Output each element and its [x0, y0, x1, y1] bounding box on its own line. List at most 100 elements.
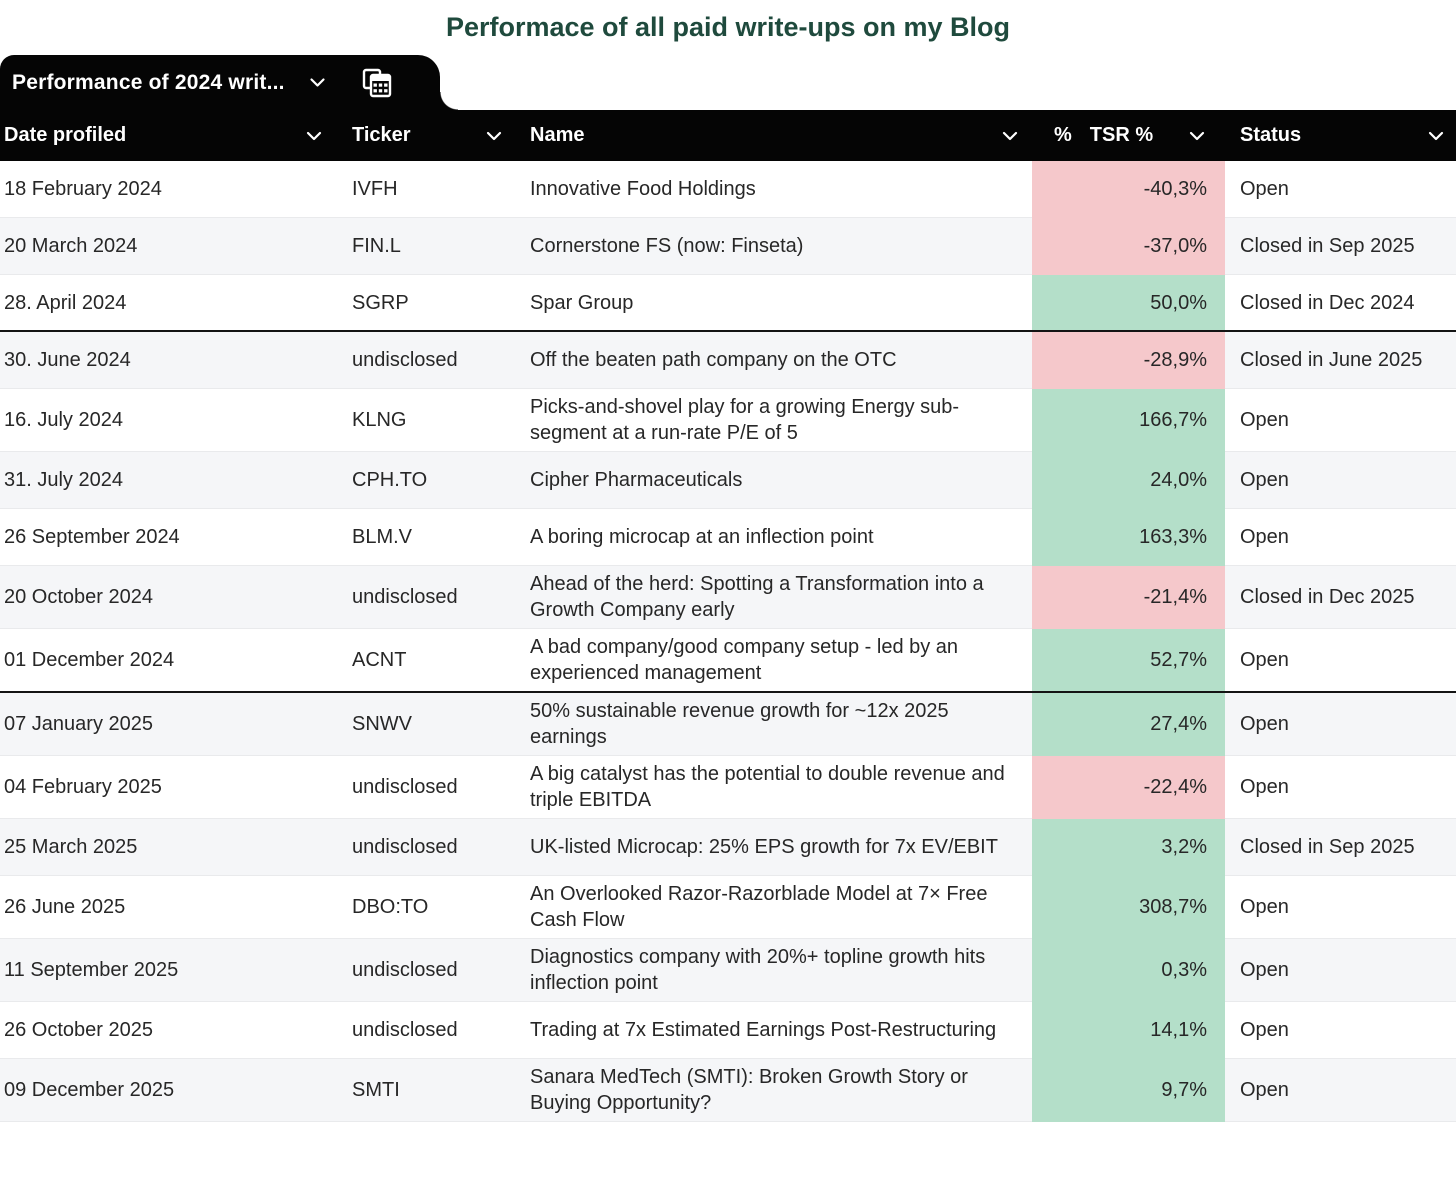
cell-ticker: KLNG [352, 389, 530, 452]
column-label-date-profiled: Date profiled [4, 124, 127, 146]
chevron-down-icon[interactable] [1189, 131, 1205, 141]
cell-ticker: undisclosed [352, 939, 530, 1002]
cell-ticker: BLM.V [352, 509, 530, 566]
cell-status: Open [1225, 452, 1456, 509]
cell-status: Closed in Dec 2024 [1225, 275, 1456, 332]
cell-name: Sanara MedTech (SMTI): Broken Growth Sto… [530, 1059, 1032, 1122]
cell-status: Open [1225, 939, 1456, 1002]
cell-ticker: IVFH [352, 161, 530, 218]
cell-name: A bad company/good company setup - led b… [530, 629, 1032, 693]
cell-date-profiled: 20 March 2024 [0, 218, 352, 275]
cell-date-profiled: 07 January 2025 [0, 693, 352, 756]
cell-tsr-percent: 3,2% [1032, 819, 1225, 876]
cell-date-profiled: 18 February 2024 [0, 161, 352, 218]
cell-date-profiled: 26 June 2025 [0, 876, 352, 939]
cell-date-profiled: 31. July 2024 [0, 452, 352, 509]
cell-name: Innovative Food Holdings [530, 161, 1032, 218]
cell-status: Closed in Sep 2025 [1225, 218, 1456, 275]
column-label-status: Status [1240, 124, 1302, 146]
table-row: 31. July 2024 CPH.TO Cipher Pharmaceutic… [0, 452, 1456, 509]
cell-date-profiled: 01 December 2024 [0, 629, 352, 693]
cell-name: Cornerstone FS (now: Finseta) [530, 218, 1032, 275]
column-header-status[interactable]: Status [1225, 110, 1456, 161]
cell-tsr-percent: 14,1% [1032, 1002, 1225, 1059]
cell-tsr-percent: 0,3% [1032, 939, 1225, 1002]
cell-ticker: SMTI [352, 1059, 530, 1122]
column-label-name: Name [530, 124, 585, 146]
chevron-down-icon[interactable] [309, 77, 326, 88]
page-title: Performace of all paid write-ups on my B… [445, 12, 1011, 42]
spreadsheet-icon[interactable] [362, 68, 392, 98]
cell-name: A boring microcap at an inflection point [530, 509, 1032, 566]
table-row: 26 September 2024 BLM.V A boring microca… [0, 509, 1456, 566]
chevron-down-icon[interactable] [486, 131, 502, 141]
table-body: 18 February 2024 IVFH Innovative Food Ho… [0, 161, 1456, 1122]
cell-name: Picks-and-shovel play for a growing Ener… [530, 389, 1032, 452]
table-row: 28. April 2024 SGRP Spar Group 50,0% Clo… [0, 275, 1456, 332]
cell-ticker: SNWV [352, 693, 530, 756]
cell-name: A big catalyst has the potential to doub… [530, 756, 1032, 819]
cell-status: Open [1225, 161, 1456, 218]
cell-name: Off the beaten path company on the OTC [530, 332, 1032, 389]
cell-tsr-percent: 50,0% [1032, 275, 1225, 332]
cell-tsr-percent: -28,9% [1032, 332, 1225, 389]
cell-ticker: CPH.TO [352, 452, 530, 509]
cell-tsr-percent: -37,0% [1032, 218, 1225, 275]
cell-tsr-percent: -22,4% [1032, 756, 1225, 819]
cell-tsr-percent: 166,7% [1032, 389, 1225, 452]
cell-ticker: undisclosed [352, 1002, 530, 1059]
column-label-tsr: TSR % [1089, 124, 1154, 146]
table-row: 26 June 2025 DBO:TO An Overlooked Razor-… [0, 876, 1456, 939]
cell-name: UK-listed Microcap: 25% EPS growth for 7… [530, 819, 1032, 876]
sheet-tab[interactable]: Performance of 2024 writ... [0, 55, 458, 110]
column-header-tsr[interactable]: % TSR % [1032, 110, 1225, 161]
cell-ticker: undisclosed [352, 332, 530, 389]
cell-name: Diagnostics company with 20%+ topline gr… [530, 939, 1032, 1002]
chevron-down-icon[interactable] [306, 131, 322, 141]
column-header-date-profiled[interactable]: Date profiled [0, 110, 352, 161]
cell-date-profiled: 30. June 2024 [0, 332, 352, 389]
cell-status: Open [1225, 693, 1456, 756]
table-row: 26 October 2025 undisclosed Trading at 7… [0, 1002, 1456, 1059]
cell-tsr-percent: -21,4% [1032, 566, 1225, 629]
percent-format-icon: % [1054, 124, 1072, 146]
cell-date-profiled: 04 February 2025 [0, 756, 352, 819]
cell-ticker: ACNT [352, 629, 530, 693]
cell-ticker: DBO:TO [352, 876, 530, 939]
cell-date-profiled: 25 March 2025 [0, 819, 352, 876]
table-row: 01 December 2024 ACNT A bad company/good… [0, 629, 1456, 693]
cell-status: Open [1225, 1002, 1456, 1059]
cell-ticker: SGRP [352, 275, 530, 332]
chevron-down-icon[interactable] [1002, 131, 1018, 141]
cell-date-profiled: 11 September 2025 [0, 939, 352, 1002]
cell-date-profiled: 26 October 2025 [0, 1002, 352, 1059]
cell-status: Open [1225, 389, 1456, 452]
chevron-down-icon[interactable] [1428, 131, 1444, 141]
cell-name: Trading at 7x Estimated Earnings Post-Re… [530, 1002, 1032, 1059]
cell-ticker: undisclosed [352, 756, 530, 819]
cell-tsr-percent: 52,7% [1032, 629, 1225, 693]
cell-ticker: FIN.L [352, 218, 530, 275]
cell-tsr-percent: -40,3% [1032, 161, 1225, 218]
table-row: 30. June 2024 undisclosed Off the beaten… [0, 332, 1456, 389]
cell-status: Open [1225, 629, 1456, 693]
cell-date-profiled: 20 October 2024 [0, 566, 352, 629]
table-row: 04 February 2025 undisclosed A big catal… [0, 756, 1456, 819]
cell-status: Closed in Dec 2025 [1225, 566, 1456, 629]
cell-status: Open [1225, 509, 1456, 566]
column-header-name[interactable]: Name [530, 110, 1032, 161]
table-row: 16. July 2024 KLNG Picks-and-shovel play… [0, 389, 1456, 452]
column-header-ticker[interactable]: Ticker [352, 110, 530, 161]
cell-ticker: undisclosed [352, 819, 530, 876]
cell-tsr-percent: 27,4% [1032, 693, 1225, 756]
cell-status: Closed in June 2025 [1225, 332, 1456, 389]
cell-ticker: undisclosed [352, 566, 530, 629]
table-row: 09 December 2025 SMTI Sanara MedTech (SM… [0, 1059, 1456, 1122]
table-header: Date profiled Ticker Name % TSR % Status [0, 110, 1456, 161]
cell-tsr-percent: 163,3% [1032, 509, 1225, 566]
cell-date-profiled: 16. July 2024 [0, 389, 352, 452]
cell-tsr-percent: 308,7% [1032, 876, 1225, 939]
cell-status: Open [1225, 876, 1456, 939]
table-row: 20 October 2024 undisclosed Ahead of the… [0, 566, 1456, 629]
cell-date-profiled: 28. April 2024 [0, 275, 352, 332]
